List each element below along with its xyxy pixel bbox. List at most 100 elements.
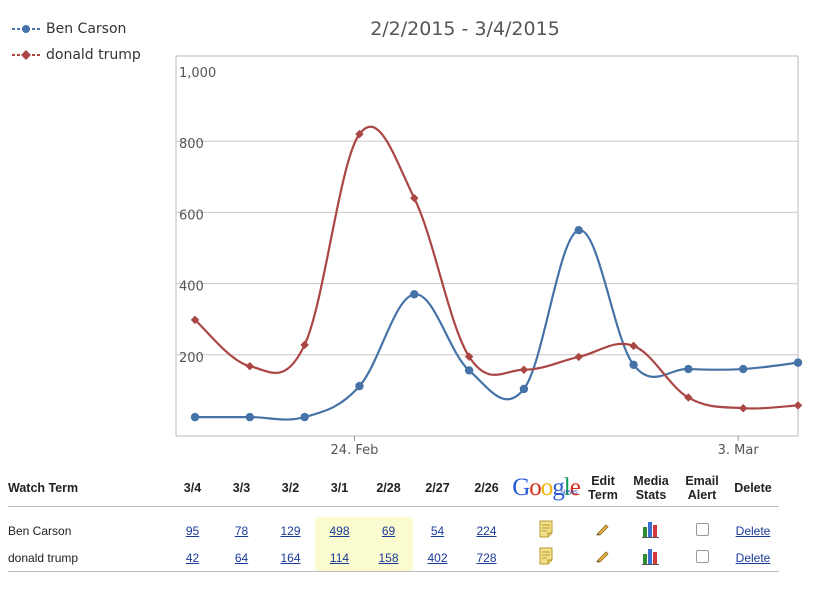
note-icon[interactable] [538, 547, 554, 565]
header-email-alert: Email Alert [677, 470, 727, 507]
bar-chart-icon[interactable] [642, 547, 660, 565]
count-link[interactable]: 54 [430, 523, 445, 538]
count-link[interactable]: 728 [476, 550, 497, 565]
delete-link[interactable]: Delete [735, 550, 771, 565]
data-point[interactable] [793, 401, 803, 410]
legend-label: Ben Carson [46, 21, 127, 37]
google-news-logo: Google News [512, 474, 581, 501]
pencil-icon[interactable] [595, 522, 611, 536]
header-date: 3/3 [217, 470, 266, 507]
data-point[interactable] [738, 403, 748, 413]
email-alert-checkbox[interactable] [695, 522, 709, 536]
google-news-cell [511, 517, 581, 544]
pencil-icon[interactable] [595, 549, 611, 563]
count-cell-highlighted: 69 [364, 517, 413, 544]
edit-term-cell [581, 544, 625, 572]
count-link[interactable]: 224 [476, 523, 497, 538]
series-line-ben-carson [195, 229, 799, 421]
header-date: 3/1 [315, 470, 364, 507]
media-stats-cell [625, 544, 677, 572]
table-row: Ben Carson 95 78 129 498 69 54 224 Delet… [8, 517, 779, 544]
count-cell: 54 [413, 517, 462, 544]
count-link[interactable]: 129 [280, 523, 301, 538]
header-date: 2/27 [413, 470, 462, 507]
y-tick-label: 400 [179, 280, 204, 295]
data-point[interactable] [245, 361, 255, 371]
data-point[interactable] [245, 412, 255, 422]
header-media-stats: Media Stats [625, 470, 677, 507]
data-point[interactable] [355, 129, 364, 139]
count-cell: 402 [413, 544, 462, 572]
header-watch-term: Watch Term [8, 470, 168, 507]
legend-item-donald-trump[interactable]: donald trump [12, 42, 141, 68]
line-chart: 200 400 600 800 1,000 24. Feb 3. Mar [175, 55, 803, 458]
data-point[interactable] [519, 384, 529, 394]
email-alert-cell [677, 517, 727, 544]
data-point[interactable] [738, 364, 748, 374]
data-point[interactable] [684, 364, 693, 374]
watch-term-name: Ben Carson [8, 523, 72, 538]
delete-link[interactable]: Delete [735, 523, 771, 538]
data-point[interactable] [190, 315, 200, 325]
data-point[interactable] [190, 412, 200, 422]
bar-chart-icon[interactable] [642, 520, 660, 538]
edit-term-cell [581, 517, 625, 544]
delete-cell: Delete [727, 544, 779, 572]
chart-title: 2/2/2015 - 3/4/2015 [370, 18, 560, 40]
count-cell: 164 [266, 544, 315, 572]
data-point[interactable] [410, 193, 419, 203]
watch-term-table: Watch Term 3/4 3/3 3/2 3/1 2/28 2/27 2/2… [8, 470, 779, 572]
header-date: 2/26 [462, 470, 511, 507]
count-cell: 64 [217, 544, 266, 572]
note-icon[interactable] [538, 520, 554, 538]
y-tick-label: 800 [179, 137, 204, 152]
data-point[interactable] [629, 360, 638, 369]
google-news-cell [511, 544, 581, 572]
data-point[interactable] [300, 340, 309, 350]
count-link[interactable]: 69 [381, 523, 396, 538]
legend-label: donald trump [46, 47, 141, 63]
count-link[interactable]: 402 [427, 550, 448, 565]
table-header-row: Watch Term 3/4 3/3 3/2 3/1 2/28 2/27 2/2… [8, 470, 779, 507]
count-cell: 78 [217, 517, 266, 544]
y-tick-label: 200 [179, 351, 204, 366]
count-link[interactable]: 114 [329, 550, 350, 565]
header-date: 2/28 [364, 470, 413, 507]
data-point[interactable] [355, 381, 364, 391]
count-cell: 95 [168, 517, 217, 544]
data-point[interactable] [793, 358, 803, 367]
watch-term-name: donald trump [8, 544, 168, 572]
email-alert-checkbox[interactable] [695, 549, 709, 563]
data-point[interactable] [574, 352, 583, 362]
email-alert-cell [677, 544, 727, 572]
table-row: donald trump 42 64 164 114 158 402 728 D… [8, 544, 779, 572]
data-point[interactable] [519, 365, 529, 374]
count-cell: 224 [462, 517, 511, 544]
data-point[interactable] [574, 226, 583, 235]
count-link[interactable]: 42 [185, 550, 200, 565]
header-delete: Delete [727, 470, 779, 507]
count-link[interactable]: 95 [185, 523, 200, 538]
header-edit-term: Edit Term [581, 470, 625, 507]
header-date: 3/4 [168, 470, 217, 507]
count-cell: 129 [266, 517, 315, 544]
legend-line-marker [12, 50, 40, 60]
data-point[interactable] [464, 366, 474, 375]
count-link[interactable]: 158 [378, 550, 399, 565]
data-point[interactable] [300, 412, 309, 422]
y-tick-label: 600 [179, 208, 204, 223]
count-cell-highlighted: 498 [315, 517, 364, 544]
count-cell: 42 [168, 544, 217, 572]
x-tick-label: 3. Mar [718, 443, 760, 458]
y-tick-label: 1,000 [179, 66, 216, 81]
data-point[interactable] [410, 290, 419, 299]
count-link[interactable]: 64 [234, 550, 249, 565]
data-point[interactable] [684, 393, 693, 402]
count-link[interactable]: 78 [234, 523, 249, 538]
legend-item-ben-carson[interactable]: Ben Carson [12, 16, 141, 42]
data-point[interactable] [629, 341, 638, 351]
data-point[interactable] [464, 352, 474, 361]
x-tick-label: 24. Feb [331, 443, 379, 458]
count-link[interactable]: 164 [280, 550, 301, 565]
count-link[interactable]: 498 [329, 523, 350, 538]
